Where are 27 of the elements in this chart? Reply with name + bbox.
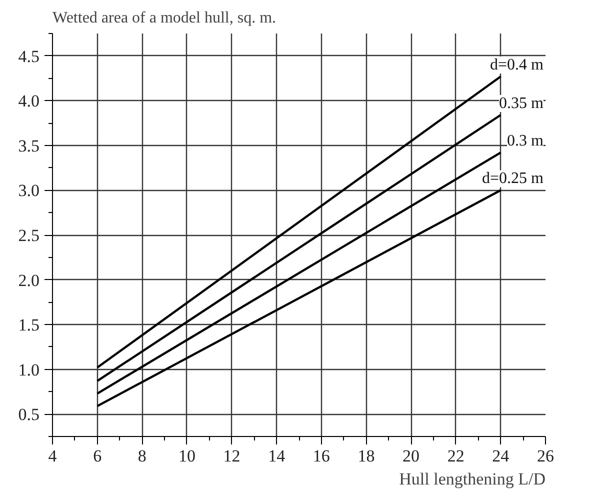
x-tick-label: 26 [537, 446, 554, 466]
x-tick-label: 14 [268, 446, 286, 466]
x-tick-label: 4 [48, 446, 58, 466]
series-label: 0.3 m [507, 132, 544, 150]
y-tick-label: 2.0 [18, 270, 40, 290]
y-tick-label: 3.0 [18, 181, 40, 200]
x-axis-title: Hull lengthening L/D [399, 470, 546, 488]
y-tick-label: 0.5 [18, 405, 40, 424]
y-tick-label: 3.5 [18, 136, 40, 156]
y-tick-label: 1.5 [18, 316, 40, 335]
x-tick-label: 12 [223, 446, 240, 466]
x-tick-label: 6 [93, 446, 102, 466]
x-tick-label: 18 [358, 446, 375, 466]
x-tick-label: 22 [447, 446, 464, 466]
x-tick-label: 16 [312, 446, 330, 466]
series-label: d=0.25 m [482, 170, 544, 188]
series-label: 0.35 m [499, 94, 544, 112]
y-tick-label: 4.5 [18, 46, 40, 66]
series-label: d=0.4 m [490, 56, 544, 74]
y-tick-label: 2.5 [18, 226, 40, 245]
y-tick-label: 4.0 [18, 92, 40, 111]
x-tick-label: 24 [492, 446, 510, 466]
x-tick-label: 8 [138, 446, 146, 466]
x-tick-label: 10 [178, 446, 196, 466]
y-tick-label: 1.0 [18, 360, 40, 380]
x-tick-label: 20 [402, 446, 420, 466]
y-axis-title: Wetted area of a model hull, sq. m. [52, 10, 276, 26]
